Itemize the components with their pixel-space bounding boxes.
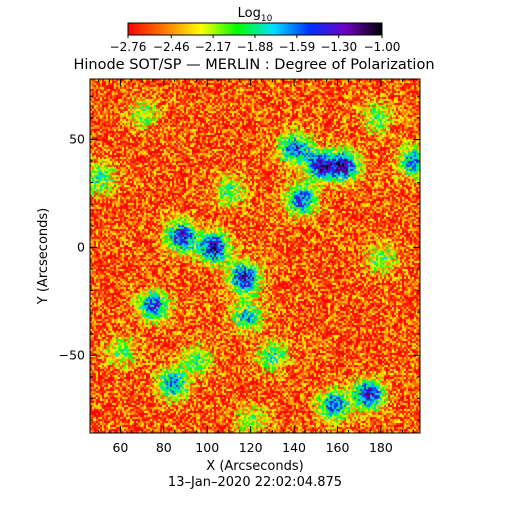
colorbar-tick-label: −2.76 bbox=[110, 40, 147, 54]
x-axis: 60 80 100 120 140 160 180 bbox=[98, 79, 414, 455]
colorbar-label-subscript: 10 bbox=[261, 14, 273, 24]
x-tick-label: 140 bbox=[282, 440, 306, 455]
x-tick-label: 100 bbox=[195, 440, 219, 455]
colorbar-tick-label: −1.88 bbox=[237, 40, 274, 54]
colorbar-tick-label: −1.00 bbox=[364, 40, 401, 54]
timestamp-footer: 13–Jan–2020 22:02:04.875 bbox=[168, 475, 342, 490]
x-tick-label: 80 bbox=[156, 440, 172, 455]
colorbar-tick-label: −1.30 bbox=[320, 40, 357, 54]
x-tick-label: 180 bbox=[369, 440, 393, 455]
heatmap-plot-area bbox=[89, 78, 421, 434]
colorbar-label-base: Log bbox=[238, 6, 261, 21]
y-axis-label: Y (Arcseconds) bbox=[36, 208, 51, 305]
y-axis: 50 0 −50 bbox=[59, 95, 420, 421]
y-tick-label: −50 bbox=[59, 347, 85, 362]
x-tick-label: 120 bbox=[239, 440, 263, 455]
chart-title: Hinode SOT/SP — MERLIN : Degree of Polar… bbox=[73, 57, 434, 73]
colorbar-tick-label: −2.17 bbox=[195, 40, 232, 54]
colorbar-ticks: −2.76 −2.46 −2.17 −1.88 −1.59 −1.30 −1.00 bbox=[110, 35, 401, 54]
colorbar-tick-label: −1.59 bbox=[278, 40, 315, 54]
plot-frame bbox=[89, 78, 421, 434]
y-tick-label: 50 bbox=[69, 131, 85, 146]
colorbar-label: Log10 bbox=[238, 6, 273, 24]
x-tick-label: 60 bbox=[112, 440, 128, 455]
x-axis-label: X (Arcseconds) bbox=[206, 459, 303, 474]
colorbar-gradient bbox=[127, 22, 383, 36]
x-tick-label: 160 bbox=[326, 440, 350, 455]
y-tick-label: 0 bbox=[77, 239, 85, 254]
heatmap-image bbox=[90, 79, 420, 433]
colorbar-tick-label: −2.46 bbox=[153, 40, 190, 54]
